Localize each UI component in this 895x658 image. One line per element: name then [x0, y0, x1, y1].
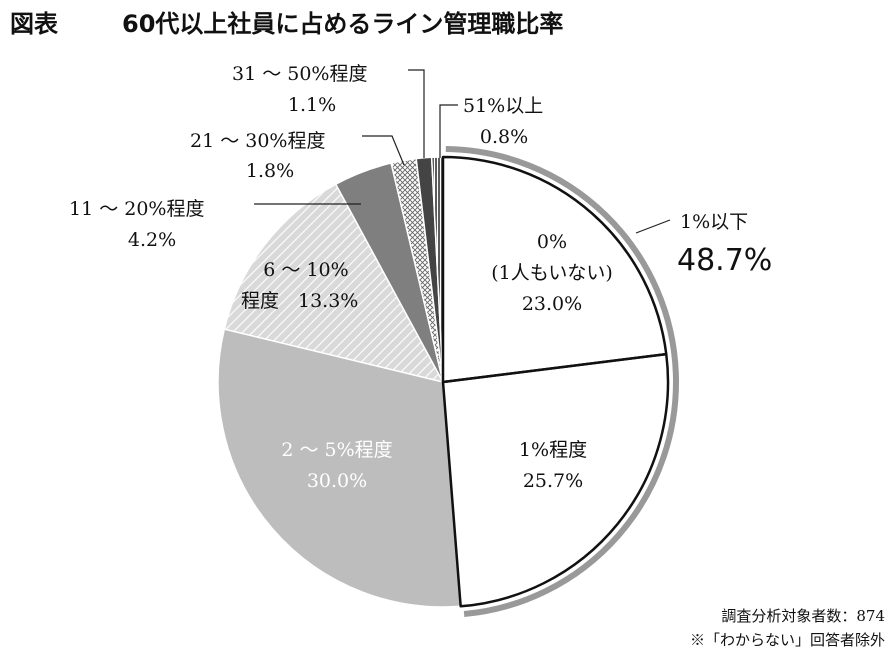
label-21-30-line1: 21 ～ 30%程度: [190, 130, 326, 152]
group-arc-1pct-or-less: [445, 146, 679, 618]
label-six10-line1: 6 ～ 10%: [263, 259, 348, 281]
label-11-20-value: 4.2%: [128, 229, 176, 251]
label-zero-line2: (1人もいない): [491, 262, 613, 284]
footnote-sample-size: 調査分析対象者数：874: [721, 607, 885, 625]
pie-slice-outline-one: [441, 352, 670, 608]
pie-slice-two5: [217, 328, 462, 608]
label-11-20-line1: 11 ～ 20%程度: [69, 198, 205, 220]
figure-tag: 図表: [10, 10, 58, 38]
label-one-line1: 1%程度: [519, 439, 587, 461]
label-six10-line2: 程度: [241, 290, 279, 312]
label-31-50-value: 1.1%: [288, 94, 336, 116]
leader-51: [439, 104, 458, 158]
label-group-value: 48.7%: [677, 243, 772, 278]
label-zero-line1: 0%: [537, 231, 567, 253]
footnote-exclusion: ※「わからない」回答者除外: [689, 631, 885, 649]
label-group: 1%以下: [680, 211, 748, 233]
label-six10-value: 13.3%: [298, 290, 358, 312]
footnotes: 調査分析対象者数：874 ※「わからない」回答者除外: [690, 604, 885, 652]
label-two5-value: 30.0%: [307, 470, 367, 492]
leader-31-50: [408, 69, 425, 158]
chart-title: 図表 60代以上社員に占めるライン管理職比率: [10, 4, 563, 39]
label-21-30-value: 1.8%: [246, 160, 294, 182]
pie-slice-six10: [223, 183, 445, 384]
label-one-value: 25.7%: [523, 470, 583, 492]
leader-1pct-or-less: [635, 219, 671, 234]
label-31-50-line1: 31 ～ 50%程度: [232, 63, 368, 85]
label-51-line1: 51%以上: [463, 95, 543, 117]
pie-slice-outline-zero: [441, 155, 668, 384]
leader-lines: [254, 69, 671, 234]
label-zero-value: 23.0%: [522, 293, 582, 315]
pie-slices: [217, 155, 670, 608]
label-two5-line1: 2 ～ 5%程度: [281, 439, 392, 461]
title-text: 60代以上社員に占めるライン管理職比率: [122, 10, 564, 38]
label-51-value: 0.8%: [480, 126, 528, 148]
leader-21-30: [362, 135, 405, 166]
